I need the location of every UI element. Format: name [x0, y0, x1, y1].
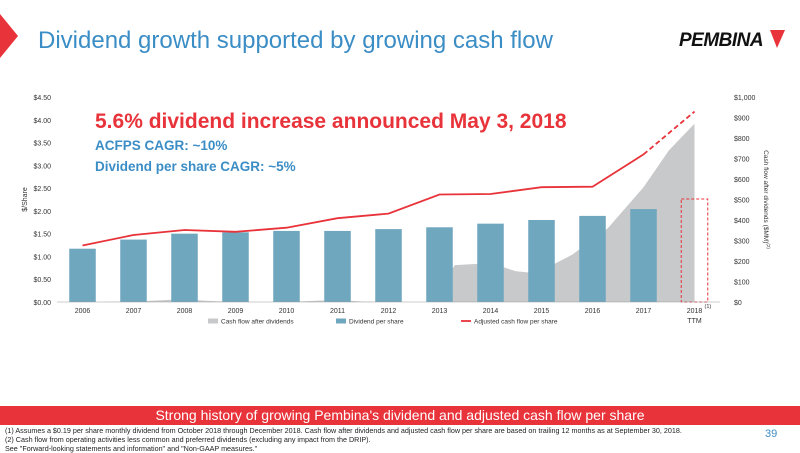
side-accent-tab: [0, 14, 18, 58]
logo-text: PEMBINA: [679, 30, 763, 50]
category-label: 2015: [534, 308, 550, 315]
right-tick-label: $0: [734, 300, 742, 307]
left-tick-label: $2.00: [33, 209, 51, 216]
left-tick-label: $2.50: [33, 186, 51, 193]
category-label: 2007: [126, 308, 142, 315]
dividend-bar: [579, 215, 606, 302]
left-tick-label: $4.00: [33, 118, 51, 125]
legend-layer: Cash flow after dividends Dividend per sh…: [208, 318, 558, 326]
legend-label: Dividend per share: [349, 319, 404, 326]
right-tick-label: $600: [734, 177, 750, 184]
bar-series-layer: [69, 198, 709, 303]
category-label: 2013: [432, 308, 448, 315]
slide-title: Dividend growth supported by growing cas…: [38, 27, 553, 54]
dividend-bar: [477, 223, 504, 302]
left-tick-label: $0.00: [33, 300, 51, 307]
left-axis-title: $/Share: [22, 187, 29, 212]
dividend-bar: [69, 248, 96, 302]
legend-swatch: [208, 318, 218, 324]
category-note-label: (1): [705, 304, 712, 310]
category-label: 2014: [483, 308, 499, 315]
right-tick-label: $300: [734, 239, 750, 246]
adjusted-cash-flow-line: [82, 153, 644, 247]
axis-layer: $0.00 $0.50 $1.00 $1.50 $2.00 $2.50 $3.00 $3.50…: [22, 95, 771, 325]
dividend-bar: [120, 239, 147, 302]
left-tick-label: $1.00: [33, 254, 51, 261]
right-tick-label: $100: [734, 280, 750, 287]
category-label: 2010: [279, 308, 295, 315]
category-label: 2017: [636, 308, 652, 315]
right-tick-label: $200: [734, 259, 750, 266]
dps-cagr-annotation: Dividend per share CAGR: ~5%: [95, 159, 296, 174]
category-label: 2006: [75, 308, 91, 315]
adjusted-cash-flow-line-projection: [642, 110, 696, 156]
right-tick-label: $800: [734, 136, 750, 143]
dividend-bar: [426, 227, 453, 302]
logo-triangle-mark: [770, 30, 785, 48]
dividend-bar: [171, 233, 198, 302]
right-tick-label: $1,000: [734, 95, 756, 102]
footnote-3: See "Forward-looking statements and info…: [5, 444, 258, 453]
right-tick-label: $900: [734, 116, 750, 123]
left-tick-label: $3.00: [33, 163, 51, 170]
dividend-bar: [222, 232, 249, 302]
legend-swatch: [336, 318, 346, 324]
headline-annotation: 5.6% dividend increase announced May 3, …: [95, 110, 567, 133]
legend-label: Adjusted cash flow per share: [474, 319, 558, 326]
left-tick-label: $3.50: [33, 141, 51, 148]
dividend-bar: [528, 220, 555, 302]
ttm-label: TTM: [687, 318, 702, 325]
left-tick-label: $1.50: [33, 232, 51, 239]
category-label: 2016: [585, 308, 601, 315]
page-number: 39: [765, 428, 778, 440]
category-label: 2008: [177, 308, 193, 315]
category-label: 2018: [687, 308, 703, 315]
right-axis-title: Cash flow after dividends ($MM)(2): [762, 150, 771, 249]
footnote-1: (1) Assumes a $0.19 per share monthly di…: [5, 426, 682, 435]
right-tick-label: $400: [734, 218, 750, 225]
left-tick-label: $4.50: [33, 95, 51, 102]
dividend-bar: [630, 209, 657, 302]
left-tick-label: $0.50: [33, 277, 51, 284]
legend-label: Cash flow after dividends: [221, 319, 294, 326]
right-tick-label: $700: [734, 157, 750, 164]
category-label: 2009: [228, 308, 244, 315]
right-axis-title-superscript: (2): [766, 243, 771, 249]
dividend-cashflow-chart: $0.00 $0.50 $1.00 $1.50 $2.00 $2.50 $3.00 $3.50…: [22, 95, 771, 326]
dividend-bar: [375, 229, 402, 302]
dividend-bar: [273, 230, 300, 302]
right-tick-label: $500: [734, 198, 750, 205]
category-label: 2011: [330, 308, 345, 315]
line-series-layer: [82, 110, 696, 247]
dividend-bar: [324, 230, 351, 302]
pembina-logo: PEMBINA: [677, 28, 787, 50]
footnote-2: (2) Cash flow from operating activities …: [5, 435, 371, 444]
category-label: 2012: [381, 308, 397, 315]
summary-banner: Strong history of growing Pembina's divi…: [0, 406, 800, 425]
acfps-cagr-annotation: ACFPS CAGR: ~10%: [95, 138, 227, 153]
